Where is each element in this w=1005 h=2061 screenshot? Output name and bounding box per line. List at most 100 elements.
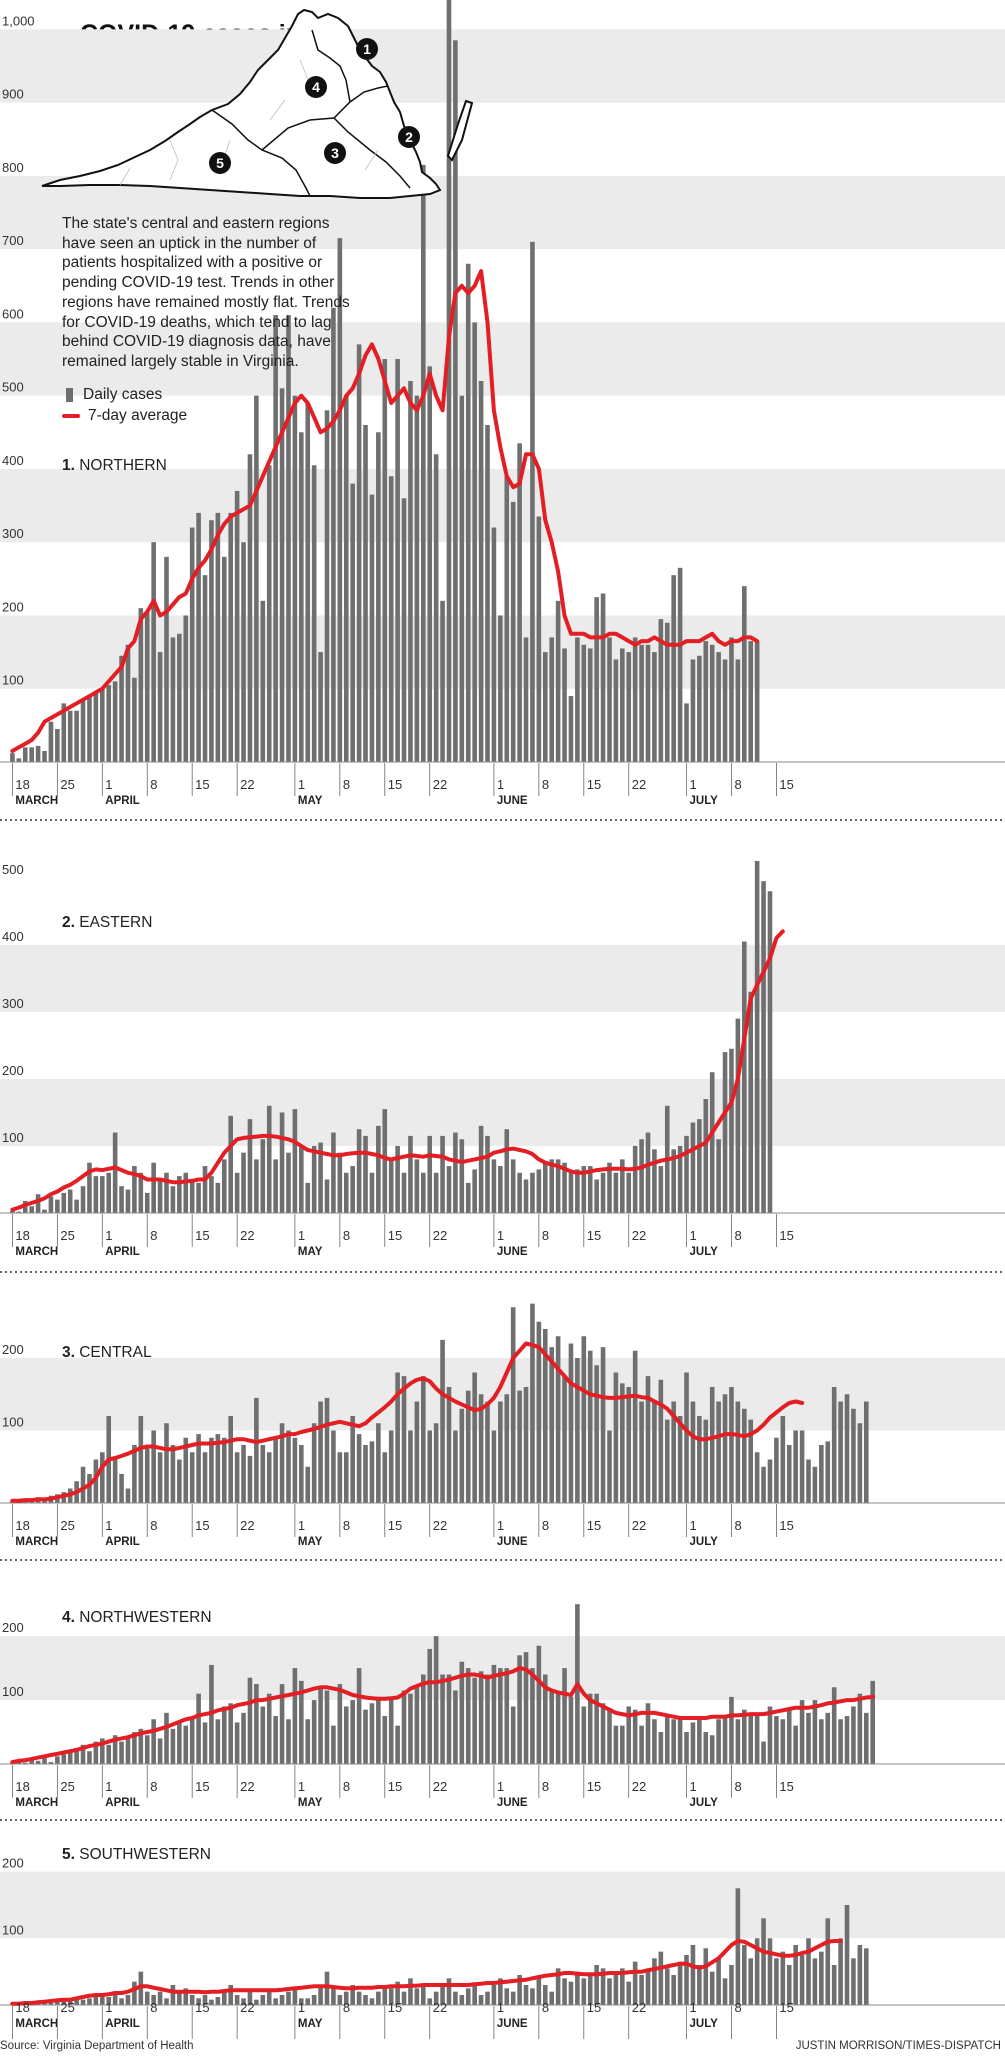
- daily-bar: [350, 1416, 355, 1503]
- daily-bar: [421, 1674, 426, 1764]
- daily-bar: [170, 1445, 176, 1503]
- daily-bar: [273, 1716, 278, 1764]
- daily-bar: [343, 395, 349, 762]
- daily-bar: [119, 1741, 124, 1764]
- daily-bar: [716, 652, 721, 762]
- x-month-label: APRIL: [105, 1797, 140, 1809]
- daily-bar: [722, 1394, 728, 1503]
- daily-bar: [350, 1700, 355, 1764]
- daily-bar: [453, 1690, 458, 1764]
- daily-bar: [157, 1179, 163, 1213]
- daily-bar: [645, 1132, 651, 1213]
- daily-bar: [183, 1172, 189, 1213]
- daily-bar: [799, 1700, 805, 1764]
- x-tick-label: 15: [195, 1779, 209, 1794]
- daily-bar: [421, 1172, 426, 1213]
- daily-bar: [465, 263, 471, 762]
- daily-bar: [427, 366, 433, 762]
- daily-bar: [716, 1139, 721, 1213]
- daily-bar: [305, 1182, 311, 1213]
- daily-bar: [735, 1888, 741, 2005]
- daily-bar: [16, 1762, 22, 1764]
- daily-bar: [433, 1636, 439, 1764]
- daily-bar: [337, 1452, 343, 1503]
- daily-bar: [331, 1725, 336, 1764]
- daily-bar: [363, 424, 368, 762]
- y-tick-label: 100: [2, 673, 24, 688]
- daily-bar: [587, 1975, 593, 2005]
- daily-bar: [658, 619, 664, 762]
- daily-bar: [318, 1142, 323, 1213]
- daily-bar: [658, 1732, 664, 1764]
- y-tick-label: 1,000: [2, 13, 35, 28]
- daily-bar: [22, 1762, 28, 1764]
- daily-bar: [639, 1139, 644, 1213]
- daily-bar: [536, 1169, 542, 1213]
- svg-text:1: 1: [363, 41, 371, 57]
- y-tick-label: 500: [2, 862, 24, 877]
- daily-bar: [279, 1112, 285, 1213]
- daily-bar: [504, 1129, 510, 1213]
- daily-bar: [857, 1693, 863, 1764]
- daily-bar: [376, 432, 381, 762]
- daily-bar: [196, 512, 201, 762]
- daily-bar: [299, 1445, 304, 1503]
- daily-bar: [395, 1981, 400, 2005]
- daily-bar: [587, 1166, 593, 1213]
- daily-bar: [729, 1048, 734, 1213]
- daily-bar: [93, 1741, 99, 1764]
- daily-bar: [446, 1387, 452, 1503]
- daily-bar: [761, 881, 766, 1213]
- daily-bar: [177, 1991, 182, 2005]
- daily-bar: [536, 1978, 542, 2005]
- daily-bar: [311, 1423, 317, 1503]
- daily-bar: [202, 1166, 208, 1213]
- daily-bar: [594, 1693, 599, 1764]
- daily-bar: [292, 395, 298, 762]
- daily-bar: [164, 556, 169, 762]
- x-month-label: MARCH: [15, 1246, 58, 1258]
- daily-bar: [125, 644, 131, 762]
- daily-bar: [401, 1172, 407, 1213]
- daily-bar: [684, 1372, 689, 1503]
- daily-bar: [754, 861, 760, 1213]
- daily-bar: [748, 1716, 754, 1764]
- x-month-label: MAY: [298, 795, 323, 807]
- daily-bar: [523, 1652, 529, 1764]
- daily-bar: [343, 1452, 349, 1503]
- daily-bar: [767, 891, 773, 1213]
- x-tick-label: 25: [60, 1518, 74, 1533]
- daily-bar: [369, 1441, 375, 1503]
- daily-bar: [433, 454, 439, 762]
- daily-bar: [196, 1998, 201, 2005]
- daily-bar: [844, 1394, 850, 1503]
- daily-bar: [851, 1706, 856, 1764]
- x-tick-label: 22: [433, 1779, 447, 1794]
- daily-bar: [632, 1145, 638, 1213]
- daily-bar: [632, 1961, 638, 2005]
- daily-bar: [812, 1700, 818, 1764]
- daily-bar: [510, 1991, 516, 2005]
- daily-bar: [645, 1703, 651, 1764]
- daily-bar: [729, 1387, 734, 1503]
- daily-bar: [324, 410, 330, 762]
- daily-bar: [639, 1975, 644, 2005]
- daily-bar: [793, 1945, 798, 2005]
- daily-bar: [279, 1684, 285, 1764]
- x-tick-label: 1: [690, 1779, 697, 1794]
- daily-bar: [67, 1189, 73, 1213]
- daily-bar: [838, 1938, 843, 2005]
- x-tick-label: 18: [15, 1228, 29, 1243]
- daily-bar: [292, 1109, 298, 1213]
- y-tick-label: 100: [2, 1130, 24, 1145]
- daily-bar: [761, 1918, 766, 2005]
- daily-bar: [703, 1099, 709, 1213]
- daily-bar: [286, 1152, 291, 1213]
- legend: Daily cases 7-day average: [62, 384, 187, 426]
- daily-bar: [299, 1145, 304, 1213]
- daily-bar: [549, 1991, 554, 2005]
- daily-bar: [536, 1321, 542, 1503]
- seven-day-average-line: [10, 929, 785, 1212]
- daily-bar: [523, 1179, 529, 1213]
